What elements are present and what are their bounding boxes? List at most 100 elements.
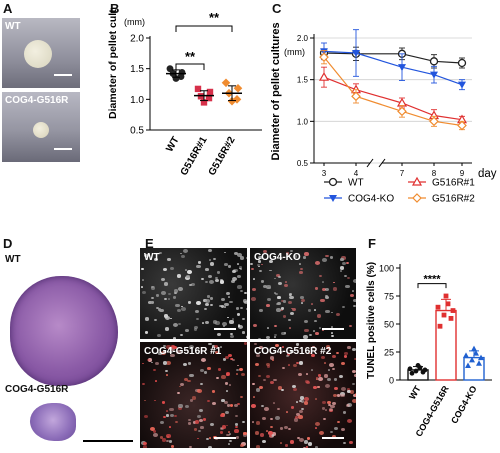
- cell-nucleus: [269, 417, 273, 420]
- fluorescence-ko: COG4-KO: [250, 248, 356, 339]
- cell-nucleus: [269, 435, 272, 438]
- cell-nucleus: [353, 278, 356, 283]
- cell-nucleus: [184, 404, 189, 408]
- cell-nucleus: [296, 412, 300, 416]
- chart-b: 0.5 1.0 1.5 2.0 (mm) Diameter of pellet cultu…: [107, 8, 262, 178]
- cell-nucleus: [296, 343, 300, 346]
- cell-nucleus: [239, 306, 244, 310]
- significance-label: **: [185, 49, 196, 64]
- cell-nucleus: [160, 277, 166, 282]
- cell-nucleus: [266, 304, 270, 308]
- cell-nucleus: [223, 305, 226, 308]
- cell-nucleus: [333, 394, 338, 398]
- cell-nucleus: [204, 302, 210, 307]
- data-point: [473, 350, 479, 356]
- cell-nucleus: [234, 251, 239, 256]
- cell-nucleus: [227, 353, 232, 357]
- cell-nucleus: [164, 298, 167, 301]
- cell-nucleus: [220, 305, 225, 309]
- cell-nucleus: [187, 379, 191, 383]
- cell-nucleus: [201, 278, 204, 281]
- cell-nucleus: [161, 438, 167, 443]
- cell-nucleus: [196, 301, 201, 305]
- cell-nucleus: [224, 263, 228, 267]
- cell-nucleus: [321, 287, 326, 292]
- cell-nucleus: [329, 363, 334, 368]
- cell-nucleus: [344, 275, 347, 278]
- cell-nucleus: [349, 324, 352, 327]
- cell-nucleus: [300, 295, 304, 299]
- data-point: [471, 345, 477, 352]
- cell-nucleus: [162, 350, 166, 354]
- cell-nucleus: [230, 279, 236, 284]
- data-point: [429, 116, 439, 127]
- legend-marker: [411, 176, 423, 186]
- cell-nucleus: [325, 309, 331, 314]
- cell-nucleus: [346, 388, 351, 391]
- x-category-label: COG4-KO: [449, 384, 479, 425]
- cell-nucleus: [225, 410, 229, 414]
- cell-nucleus: [300, 302, 303, 305]
- cell-nucleus: [221, 425, 227, 429]
- cell-nucleus: [189, 373, 194, 377]
- cell-nucleus: [347, 277, 351, 280]
- fluorescence-label-g516r-1: COG4-G516R #1: [144, 346, 222, 357]
- panel-letter-d: D: [3, 236, 13, 251]
- bar: [435, 309, 457, 381]
- cell-nucleus: [199, 382, 203, 385]
- cell-nucleus: [340, 393, 345, 398]
- cell-nucleus: [153, 369, 157, 372]
- cell-nucleus: [165, 439, 169, 443]
- cell-nucleus: [231, 277, 237, 282]
- cell-nucleus: [213, 320, 218, 324]
- cell-nucleus: [273, 277, 277, 280]
- fluorescence-label-ko: COG4-KO: [254, 252, 301, 263]
- x-category-label: G516R#1: [179, 135, 210, 178]
- cell-nucleus: [161, 401, 165, 404]
- cell-nucleus: [325, 345, 331, 349]
- cell-nucleus: [284, 443, 288, 447]
- cell-nucleus: [207, 274, 212, 279]
- data-point: [413, 368, 419, 374]
- cell-nucleus: [208, 342, 212, 346]
- cell-nucleus: [169, 266, 174, 271]
- cell-nucleus: [299, 410, 303, 414]
- cell-nucleus: [295, 361, 299, 365]
- cell-nucleus: [351, 290, 355, 293]
- cell-nucleus: [298, 263, 302, 266]
- cell-nucleus: [221, 297, 226, 302]
- cell-nucleus: [226, 292, 230, 296]
- cell-nucleus: [259, 385, 264, 390]
- cell-nucleus: [262, 284, 267, 288]
- cell-nucleus: [236, 369, 240, 372]
- cell-nucleus: [322, 417, 327, 421]
- cell-nucleus: [208, 446, 213, 448]
- data-point: [445, 301, 451, 307]
- cell-nucleus: [269, 269, 272, 272]
- cell-nucleus: [354, 357, 356, 360]
- cell-nucleus: [205, 281, 208, 284]
- fluorescence-label-g516r-2: COG4-G516R #2: [254, 346, 332, 357]
- pellet-photo-g516r: COG4-G516R: [2, 92, 80, 162]
- data-point: [437, 323, 443, 329]
- data-point: [319, 52, 329, 63]
- cell-nucleus: [229, 440, 232, 443]
- series-line: [323, 52, 463, 64]
- data-point: [450, 308, 456, 313]
- data-point: [221, 78, 231, 88]
- cell-nucleus: [150, 301, 155, 304]
- cell-nucleus: [213, 257, 217, 261]
- cell-nucleus: [229, 300, 233, 304]
- cell-nucleus: [170, 347, 176, 352]
- cell-nucleus: [330, 331, 333, 334]
- data-point: [407, 366, 413, 372]
- legend-marker: [329, 195, 337, 202]
- cell-nucleus: [331, 434, 337, 439]
- cell-nucleus: [301, 407, 304, 410]
- cell-nucleus: [321, 400, 326, 404]
- cell-nucleus: [321, 406, 326, 410]
- cell-nucleus: [336, 312, 341, 316]
- cell-nucleus: [168, 347, 172, 351]
- cell-nucleus: [203, 307, 208, 311]
- cell-nucleus: [252, 420, 255, 423]
